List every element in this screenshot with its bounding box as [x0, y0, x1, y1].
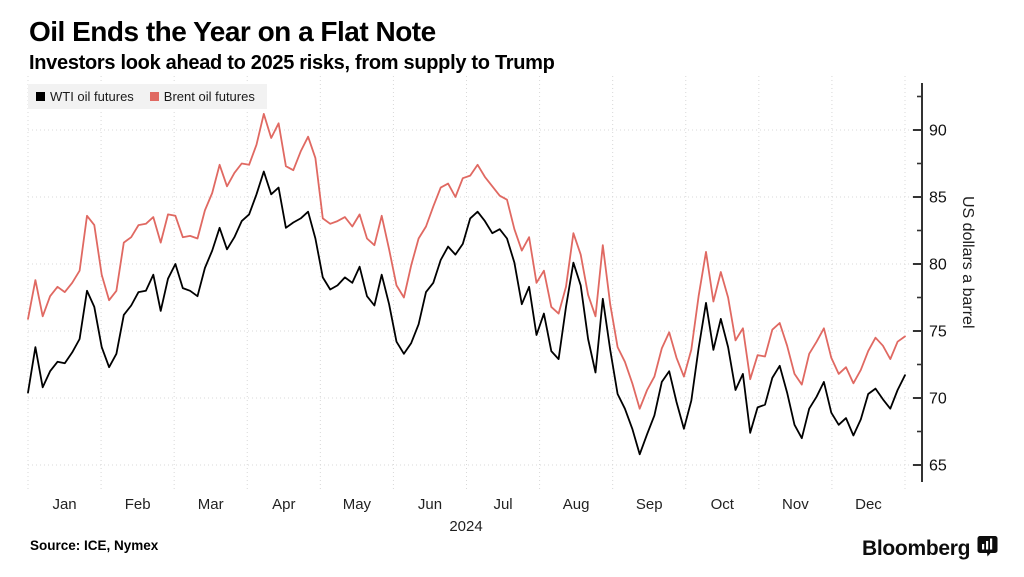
- month-label-nov: Nov: [782, 496, 809, 513]
- month-label-jun: Jun: [418, 496, 442, 513]
- y-tick-label: 70: [929, 391, 947, 408]
- legend-item-brent: Brent oil futures: [149, 89, 255, 104]
- y-tick-label: 65: [929, 458, 947, 475]
- y-tick-label: 90: [929, 123, 947, 140]
- brent-swatch-icon: [149, 92, 159, 101]
- month-label-oct: Oct: [711, 496, 735, 513]
- month-label-aug: Aug: [563, 496, 590, 513]
- brent-line: [27, 113, 906, 410]
- month-label-dec: Dec: [855, 496, 882, 513]
- y-tick-label: 80: [929, 257, 947, 274]
- legend-label-wti: WTI oil futures: [50, 89, 134, 104]
- page-title: Oil Ends the Year on a Flat Note: [29, 16, 436, 47]
- wti-swatch-icon: [36, 92, 45, 101]
- legend-label-brent: Brent oil futures: [163, 89, 255, 104]
- source-note: Source: ICE, Nymex: [30, 538, 159, 553]
- bloomberg-chart-icon: [977, 535, 998, 562]
- page-subtitle: Investors look ahead to 2025 risks, from…: [29, 52, 555, 74]
- chart-legend: WTI oil futures Brent oil futures: [28, 84, 267, 109]
- month-label-mar: Mar: [198, 496, 224, 513]
- y-axis-title: US dollars a barrel: [959, 196, 976, 329]
- month-label-jan: Jan: [52, 496, 76, 513]
- month-label-may: May: [343, 496, 372, 513]
- month-label-jul: Jul: [493, 496, 512, 513]
- month-label-apr: Apr: [272, 496, 295, 513]
- legend-item-wti: WTI oil futures: [36, 89, 134, 104]
- y-tick-label: 85: [929, 190, 947, 207]
- bloomberg-logo: Bloomberg: [862, 535, 998, 562]
- wti-line: [27, 170, 906, 456]
- bloomberg-wordmark: Bloomberg: [862, 536, 971, 560]
- y-tick-label: 75: [929, 324, 947, 341]
- month-label-sep: Sep: [636, 496, 663, 513]
- x-axis-year-label: 2024: [449, 518, 483, 535]
- month-label-feb: Feb: [125, 496, 151, 513]
